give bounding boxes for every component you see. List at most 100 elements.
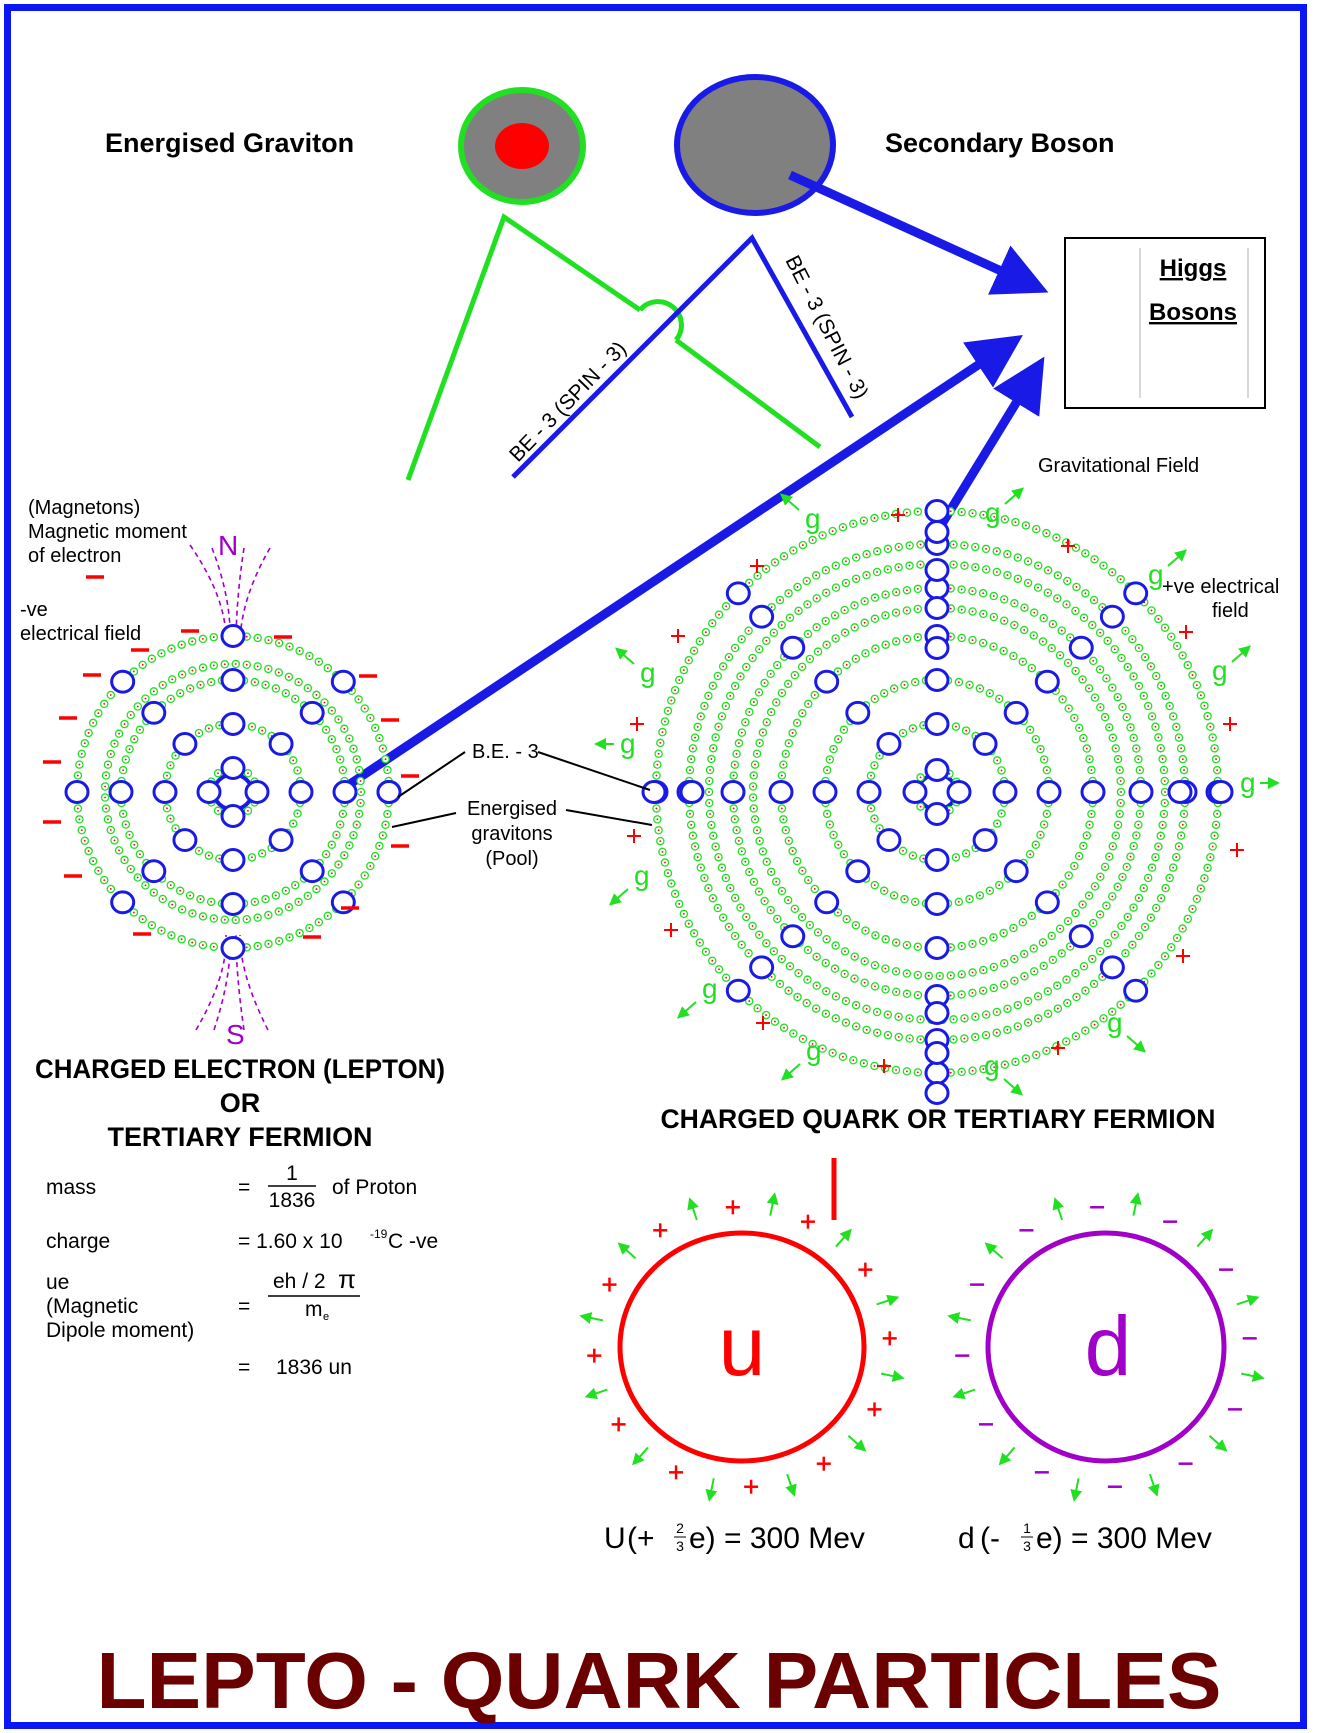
boson-node	[220, 668, 246, 692]
boson-node	[924, 636, 950, 660]
graviton-core-dot	[1055, 1045, 1058, 1048]
graviton-core-dot	[952, 1018, 955, 1021]
graviton-core-dot	[965, 852, 968, 855]
graviton-core-dot	[722, 665, 725, 668]
graviton-core-dot	[1013, 624, 1016, 626]
neg-field-label-2: electrical field	[20, 623, 141, 645]
graviton-core-dot	[76, 807, 79, 810]
graviton-core-dot	[1046, 990, 1049, 993]
boson-to-higgs-arrow	[788, 170, 1049, 295]
graviton-core-dot	[1181, 654, 1184, 657]
graviton-core-dot	[1120, 925, 1123, 927]
graviton-core-dot	[212, 636, 215, 639]
graviton-core-dot	[234, 663, 237, 665]
field-arrow	[584, 1387, 608, 1400]
graviton-core-dot	[656, 763, 659, 766]
graviton-core-dot	[1037, 564, 1040, 567]
graviton-core-dot	[1163, 813, 1165, 815]
graviton-core-dot	[1132, 906, 1135, 909]
graviton-core-dot	[834, 564, 837, 567]
graviton-core-dot	[732, 774, 735, 777]
graviton-core-dot	[696, 856, 699, 858]
graviton-core-dot	[1035, 1053, 1038, 1056]
graviton-core-dot	[992, 645, 995, 648]
graviton-core-dot	[122, 769, 125, 772]
graviton-core-dot	[734, 897, 737, 899]
graviton-core-dot	[1176, 645, 1178, 647]
graviton-core-dot	[352, 834, 355, 837]
un-eq: =	[238, 1356, 250, 1379]
graviton-core-dot	[256, 637, 259, 639]
graviton-core-dot	[903, 898, 906, 901]
graviton-core-dot	[845, 1021, 847, 1024]
graviton-core-dot	[337, 863, 340, 866]
graviton-core-dot	[1183, 769, 1185, 771]
graviton-core-dot	[837, 738, 840, 741]
graviton-core-dot	[1163, 780, 1166, 782]
field-arrow	[876, 1294, 900, 1307]
graviton-core-dot	[1045, 812, 1048, 815]
graviton-core-dot	[831, 530, 834, 532]
graviton-core-dot	[801, 869, 804, 872]
graviton-core-dot	[1006, 1028, 1009, 1031]
graviton-core-dot	[278, 642, 281, 644]
graviton-core-dot	[784, 829, 787, 832]
graviton-core-dot	[386, 813, 389, 815]
graviton-core-dot	[343, 727, 346, 730]
graviton-core-dot	[725, 605, 728, 608]
higgs-label-2: Bosons	[1149, 299, 1237, 326]
graviton-core-dot	[256, 945, 259, 947]
graviton-core-dot	[1104, 865, 1106, 868]
field-arrow	[1241, 1370, 1265, 1382]
graviton-core-dot	[808, 924, 811, 926]
graviton-core-dot	[278, 940, 281, 942]
graviton-core-dot	[1203, 877, 1206, 880]
boson-node	[288, 780, 314, 804]
graviton-core-dot	[133, 738, 136, 741]
graviton-core-dot	[895, 591, 898, 594]
graviton-core-dot	[770, 711, 773, 714]
graviton-core-dot	[963, 1037, 966, 1040]
graviton-core-dot	[1191, 908, 1194, 910]
graviton-core-dot	[1164, 626, 1166, 629]
graviton-core-dot	[834, 944, 837, 947]
graviton-core-dot	[874, 964, 876, 967]
graviton-core-dot	[352, 747, 355, 750]
graviton-core-dot	[1060, 952, 1063, 955]
graviton-core-dot	[288, 645, 291, 648]
graviton-core-dot	[288, 936, 291, 939]
graviton-core-dot	[745, 666, 748, 668]
graviton-core-dot	[708, 802, 711, 804]
graviton-core-dot	[198, 732, 200, 735]
graviton-core-dot	[1065, 541, 1068, 544]
graviton-core-dot	[287, 675, 290, 678]
graviton-core-dot	[296, 769, 299, 772]
graviton-core-dot	[694, 845, 696, 848]
graviton-core-dot	[92, 860, 95, 862]
graviton-core-dot	[381, 834, 384, 837]
graviton-core-dot	[775, 880, 778, 883]
graviton-core-dot	[212, 917, 215, 920]
graviton-core-dot	[1027, 1021, 1029, 1024]
graviton-core-dot	[378, 737, 381, 739]
graviton-core-dot	[144, 697, 147, 700]
graviton-core-dot	[1159, 747, 1162, 750]
graviton-core-dot	[1023, 629, 1026, 631]
graviton-core-dot	[664, 861, 666, 864]
boson-node	[924, 892, 950, 916]
graviton-core-dot	[776, 664, 779, 667]
un-value: 1836 un	[276, 1356, 352, 1379]
graviton-core-dot	[674, 892, 676, 895]
graviton-core-dot	[1075, 1035, 1077, 1038]
graviton-core-dot	[1013, 602, 1016, 605]
graviton-core-dot	[949, 635, 952, 638]
boson-node	[924, 712, 950, 736]
graviton-core-dot	[1035, 528, 1038, 531]
boson-node	[720, 780, 746, 804]
graviton-core-dot	[815, 597, 818, 600]
g-field-label: g	[634, 860, 650, 891]
graviton-core-dot	[744, 860, 747, 863]
graviton-core-dot	[817, 931, 819, 934]
graviton-core-dot	[1116, 885, 1119, 888]
graviton-core-dot	[982, 592, 985, 595]
